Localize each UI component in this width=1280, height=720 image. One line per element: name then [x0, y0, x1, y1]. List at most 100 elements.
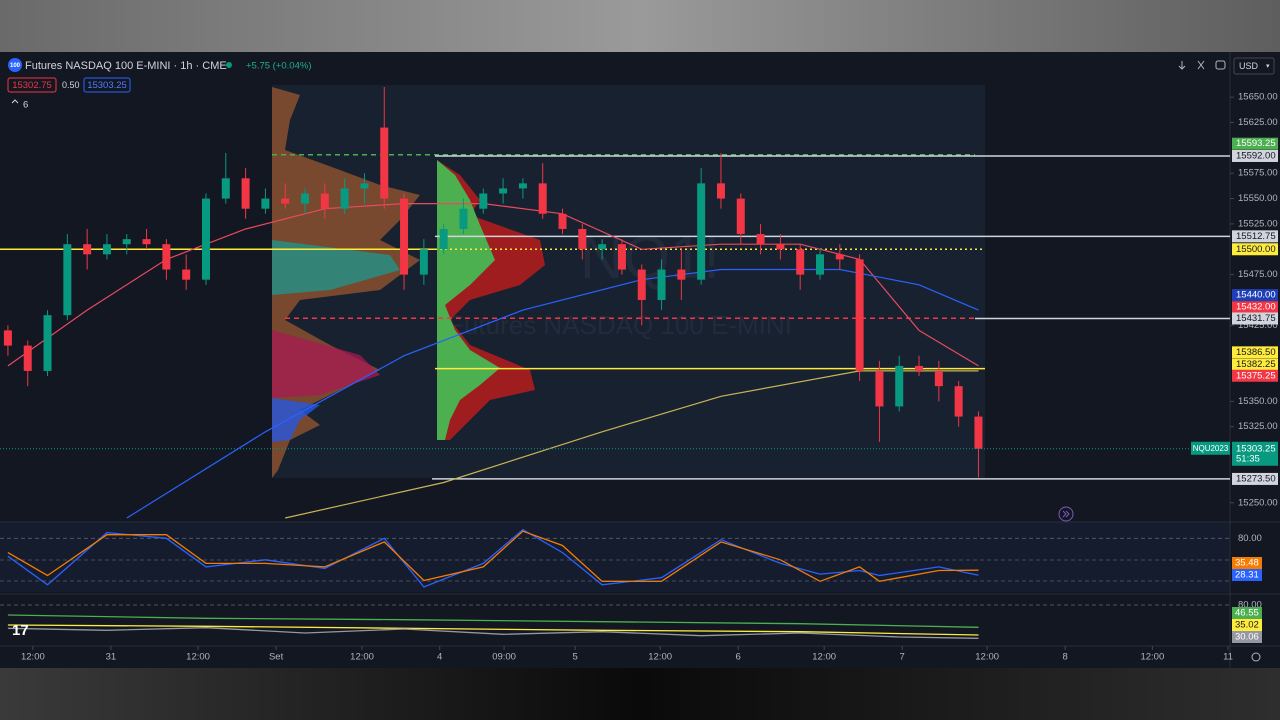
price-level-label: 15432.00: [1236, 302, 1276, 313]
collapse-icon[interactable]: [11, 99, 19, 104]
candle-body: [518, 183, 527, 189]
candle-body: [182, 269, 191, 280]
x-tick-label: 31: [106, 652, 117, 663]
candle-body: [855, 259, 864, 371]
spread: 0.50: [62, 80, 80, 90]
price-level-tag: [1232, 289, 1278, 302]
last-price-label: 15303.25: [1236, 443, 1276, 454]
indicator-count[interactable]: 6: [23, 100, 28, 111]
plot-area: 15650.00 15625.00 15575.00 15550.00 15525.00…: [0, 87, 1278, 663]
candle-body: [499, 188, 508, 194]
x-tick-label: 6: [736, 652, 741, 663]
candle-body: [776, 244, 785, 250]
contract-label: NQU2023: [1193, 444, 1229, 453]
candle-body: [3, 330, 12, 346]
currency-arrow[interactable]: ▾: [1266, 63, 1270, 70]
x-tick-label: 7: [900, 652, 905, 663]
ask-price[interactable]: 15303.25: [87, 80, 127, 91]
x-tick-label: 8: [1063, 652, 1068, 663]
x-tick-label: 12:00: [21, 652, 45, 663]
currency-select[interactable]: [1233, 57, 1275, 75]
profile-range: [272, 85, 985, 478]
toolbar-icons[interactable]: [1178, 60, 1226, 70]
price-level-label: 15431.75: [1236, 313, 1276, 324]
pane-value-label: 28.31: [1235, 570, 1259, 581]
candle-body: [419, 249, 428, 275]
pane-value-label: 35.48: [1235, 558, 1259, 569]
x-tick-label: 4: [437, 652, 442, 663]
oscillator-pane: [0, 522, 1230, 592]
candle-body: [281, 198, 290, 204]
pane-line: [7, 530, 979, 583]
candle-body: [400, 198, 409, 275]
scroll-to-latest[interactable]: [1058, 506, 1074, 522]
bid-price[interactable]: 15302.75: [12, 80, 52, 91]
candle-body: [697, 183, 706, 280]
moving-average: [7, 203, 979, 367]
pane-value-tag: [1232, 557, 1262, 569]
x-tick-label: 09:00: [492, 652, 516, 663]
price-change: +5.75 (+0.04%): [246, 61, 312, 72]
candle-body: [954, 386, 963, 417]
candle-body: [201, 198, 210, 280]
candle-body: [736, 198, 745, 235]
candle-body: [637, 269, 646, 300]
candle-body: [915, 365, 924, 371]
candle-body: [439, 228, 448, 250]
x-tick-label: 5: [573, 652, 578, 663]
scroll-icon[interactable]: [1062, 510, 1070, 518]
pane-value-tag: [1232, 607, 1262, 619]
candle-body: [677, 269, 686, 280]
price-level-label: 15375.25: [1236, 370, 1276, 381]
candle-body: [558, 213, 567, 229]
watermark-name: Futures NASDAQ 100 E-MINI: [448, 310, 792, 340]
pane-line: [7, 624, 979, 636]
candle-body: [142, 239, 151, 245]
y-tick-label: 15475.00: [1238, 269, 1278, 280]
y-tick-label: 15550.00: [1238, 193, 1278, 204]
candle-body: [796, 249, 805, 275]
currency[interactable]: USD: [1239, 61, 1259, 71]
candle-body: [895, 365, 904, 407]
candle-body: [459, 208, 468, 229]
candle-body: [934, 370, 943, 387]
pane-value-tag: [1232, 631, 1262, 643]
symbol-icon: [8, 58, 22, 72]
candle-body: [320, 193, 329, 209]
candle-body: [162, 244, 171, 270]
x-tick-label: 12:00: [648, 652, 672, 663]
pane-line: [7, 627, 979, 639]
countdown-label: 51:35: [1236, 453, 1260, 464]
symbol-icon-text: 100: [10, 63, 21, 69]
pane-value-label: 30.06: [1235, 632, 1259, 643]
market-status: [226, 62, 232, 68]
y-tick-label: 15650.00: [1238, 92, 1278, 103]
y-tick-label: 15350.00: [1238, 396, 1278, 407]
price-level-tag: [1232, 312, 1278, 325]
pane-value-tag: [1232, 619, 1262, 631]
candle-body: [538, 183, 547, 214]
pane-value-label: 46.55: [1235, 608, 1259, 619]
x-tick-label: 11: [1223, 652, 1233, 663]
candle-body: [43, 315, 52, 371]
candle-body: [875, 370, 884, 407]
bid-box[interactable]: [7, 77, 57, 93]
candle-body: [221, 178, 230, 199]
y-tick-label: 15250.00: [1238, 497, 1278, 508]
candle-body: [340, 188, 349, 209]
x-tick-label: 12:00: [186, 652, 210, 663]
settings-icon[interactable]: [1251, 652, 1261, 662]
symbol-title[interactable]: Futures NASDAQ 100 E-MINI · 1h · CME: [25, 60, 227, 72]
price-level-tag: [1232, 137, 1278, 150]
volume-profile-right: [437, 160, 545, 440]
candle-body: [716, 183, 725, 199]
ask-box[interactable]: [83, 77, 131, 93]
pane-value-tag: [1232, 569, 1262, 581]
y-tick-label: 15625.00: [1238, 117, 1278, 128]
candle-body: [63, 244, 72, 316]
x-tick-label: Set: [269, 652, 284, 663]
candle-body: [617, 244, 626, 270]
backdrop-bottom: [0, 668, 1280, 720]
candle-body: [657, 269, 666, 300]
